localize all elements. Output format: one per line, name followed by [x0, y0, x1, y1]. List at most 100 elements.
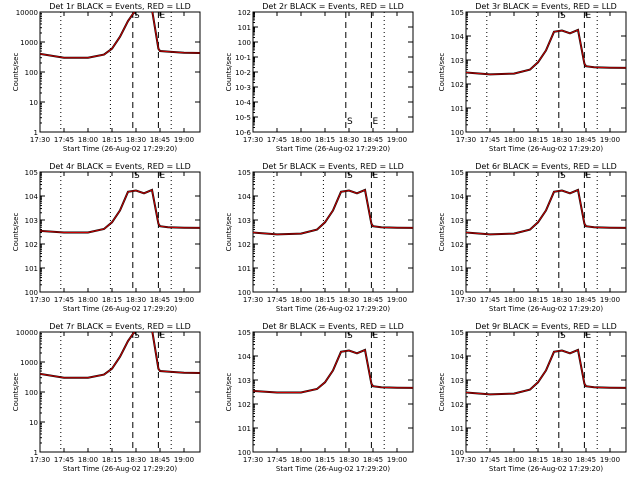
x-tick-label: 18:45 — [363, 136, 383, 144]
x-tick-label: 19:00 — [600, 296, 620, 304]
y-tick-label: 10-3 — [235, 84, 251, 92]
y-tick-label: 1 — [34, 449, 38, 457]
series-line-lld — [466, 29, 626, 75]
series-line-lld — [466, 189, 626, 235]
panel-title: Det 4r BLACK = Events, RED = LLD — [49, 162, 191, 171]
x-tick-label: 18:15 — [315, 456, 335, 464]
series-line-events — [40, 12, 200, 59]
x-tick-label: 18:00 — [504, 456, 524, 464]
x-tick-label: 17:30 — [456, 456, 476, 464]
x-axis-label: Start Time (26-Aug-02 17:29:20) — [489, 145, 603, 153]
x-tick-label: 18:00 — [78, 296, 98, 304]
y-axis-label: Counts/sec — [225, 53, 233, 92]
x-tick-label: 17:45 — [54, 456, 74, 464]
panel-title: Det 6r BLACK = Events, RED = LLD — [475, 162, 617, 171]
y-tick-label: 102 — [238, 401, 251, 409]
x-tick-label: 18:15 — [102, 296, 122, 304]
plot-frame — [39, 171, 201, 293]
marker-label: E — [160, 11, 166, 21]
x-tick-label: 18:15 — [528, 136, 548, 144]
marker-label: E — [160, 331, 166, 341]
x-tick-label: 17:30 — [243, 456, 263, 464]
y-tick-label: 10-6 — [235, 129, 251, 137]
y-tick-label: 100 — [238, 39, 251, 47]
marker-label: E — [586, 331, 592, 341]
y-axis-label: Counts/sec — [12, 53, 20, 92]
y-tick-label: 100 — [238, 449, 251, 457]
y-tick-label: 103 — [451, 377, 464, 385]
plot-frame — [252, 331, 414, 453]
marker-label: S — [134, 331, 140, 341]
y-tick-label: 100 — [451, 449, 464, 457]
x-tick-label: 17:45 — [267, 456, 287, 464]
y-tick-label: 103 — [238, 217, 251, 225]
x-tick-label: 19:00 — [600, 136, 620, 144]
marker-label: S — [560, 331, 566, 341]
x-tick-label: 18:15 — [528, 296, 548, 304]
y-axis-label: Counts/sec — [438, 213, 446, 252]
panel-title: Det 2r BLACK = Events, RED = LLD — [262, 2, 404, 11]
y-tick-label: 105 — [451, 329, 464, 337]
y-tick-label: 10-1 — [235, 54, 251, 62]
y-tick-label: 10000 — [16, 329, 38, 337]
y-axis-label: Counts/sec — [12, 373, 20, 412]
x-tick-label: 17:45 — [480, 456, 500, 464]
y-tick-label: 105 — [238, 329, 251, 337]
marker-label: E — [373, 331, 379, 341]
series-line-lld — [253, 189, 413, 235]
x-tick-label: 18:30 — [126, 456, 146, 464]
y-axis-label: Counts/sec — [225, 373, 233, 412]
y-tick-label: 104 — [25, 193, 39, 201]
y-tick-label: 101 — [238, 24, 251, 32]
y-tick-label: 102 — [25, 241, 38, 249]
y-tick-label: 104 — [451, 193, 465, 201]
y-tick-label: 105 — [451, 169, 464, 177]
x-tick-label: 18:00 — [291, 456, 311, 464]
marker-label: S — [347, 117, 353, 127]
y-tick-label: 103 — [451, 217, 464, 225]
y-tick-label: 103 — [451, 57, 464, 65]
marker-label: S — [560, 11, 566, 21]
x-tick-label: 18:15 — [528, 456, 548, 464]
x-tick-label: 19:00 — [174, 456, 194, 464]
x-tick-label: 19:00 — [387, 456, 407, 464]
plot-frame — [465, 331, 627, 453]
series-line-lld — [40, 332, 200, 379]
y-tick-label: 1000 — [20, 359, 38, 367]
y-tick-label: 101 — [238, 425, 251, 433]
y-tick-label: 105 — [25, 169, 38, 177]
x-tick-label: 17:45 — [54, 136, 74, 144]
y-tick-label: 102 — [238, 9, 251, 17]
y-tick-label: 100 — [25, 289, 38, 297]
x-tick-label: 18:30 — [339, 456, 359, 464]
y-tick-label: 10-2 — [235, 69, 251, 77]
x-tick-label: 18:00 — [291, 296, 311, 304]
x-tick-label: 19:00 — [387, 296, 407, 304]
y-tick-label: 10 — [29, 419, 38, 427]
y-tick-label: 1 — [34, 129, 38, 137]
series-line-lld — [40, 12, 200, 59]
x-tick-label: 19:00 — [174, 136, 194, 144]
y-tick-label: 105 — [451, 9, 464, 17]
y-tick-label: 104 — [238, 353, 252, 361]
x-tick-label: 18:30 — [552, 296, 572, 304]
x-tick-label: 17:45 — [54, 296, 74, 304]
x-tick-label: 17:30 — [30, 296, 50, 304]
x-tick-label: 17:45 — [267, 296, 287, 304]
y-tick-label: 101 — [238, 265, 251, 273]
y-tick-label: 100 — [25, 389, 38, 397]
y-tick-label: 104 — [451, 33, 465, 41]
x-tick-label: 18:00 — [504, 296, 524, 304]
marker-label: E — [160, 171, 166, 181]
x-tick-label: 18:45 — [150, 136, 170, 144]
y-tick-label: 101 — [451, 105, 464, 113]
x-tick-label: 19:00 — [174, 296, 194, 304]
y-tick-label: 105 — [238, 169, 251, 177]
x-tick-label: 17:45 — [480, 136, 500, 144]
y-tick-label: 102 — [451, 241, 464, 249]
series-line-lld — [40, 189, 200, 233]
marker-label: E — [373, 117, 379, 127]
panel-title: Det 9r BLACK = Events, RED = LLD — [475, 322, 617, 331]
x-axis-label: Start Time (26-Aug-02 17:29:20) — [276, 465, 390, 473]
x-tick-label: 18:45 — [576, 456, 596, 464]
